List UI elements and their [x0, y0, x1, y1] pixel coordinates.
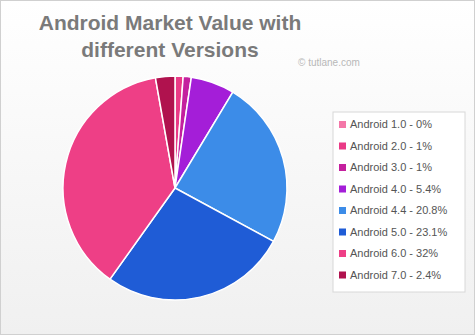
legend-swatch: [339, 186, 346, 193]
pie-slice: [155, 76, 175, 188]
annotation: © tutlane.com: [298, 57, 360, 68]
chart-title-line: Android Market Value with: [39, 11, 302, 34]
legend-swatch: [339, 207, 346, 214]
legend: Android 1.0 - 0% Android 2.0 - 1% Android …: [333, 112, 465, 292]
legend-swatch: [339, 229, 346, 236]
pie: [63, 76, 287, 300]
legend-label: Android 6.0 - 32%: [350, 247, 438, 259]
chart-title-line: different Versions: [81, 38, 258, 61]
legend-box: [333, 112, 465, 292]
chart-title: Android Market Value with different Versi…: [39, 11, 302, 61]
legend-swatch: [339, 121, 346, 128]
legend-label: Android 1.0 - 0%: [350, 118, 432, 130]
legend-swatch: [339, 250, 346, 257]
legend-swatch: [339, 143, 346, 150]
legend-label: Android 7.0 - 2.4%: [350, 269, 441, 281]
legend-swatch: [339, 272, 346, 279]
legend-label: Android 5.0 - 23.1%: [350, 226, 447, 238]
chart-background: [1, 1, 475, 335]
legend-label: Android 3.0 - 1%: [350, 161, 432, 173]
legend-swatch: [339, 164, 346, 171]
legend-label: Android 4.4 - 20.8%: [350, 204, 447, 216]
chart-svg: Android Market Value with different Versi…: [0, 0, 475, 335]
pie-slice: [63, 78, 175, 279]
legend-label: Android 2.0 - 1%: [350, 140, 432, 152]
legend-label: Android 4.0 - 5.4%: [350, 183, 441, 195]
